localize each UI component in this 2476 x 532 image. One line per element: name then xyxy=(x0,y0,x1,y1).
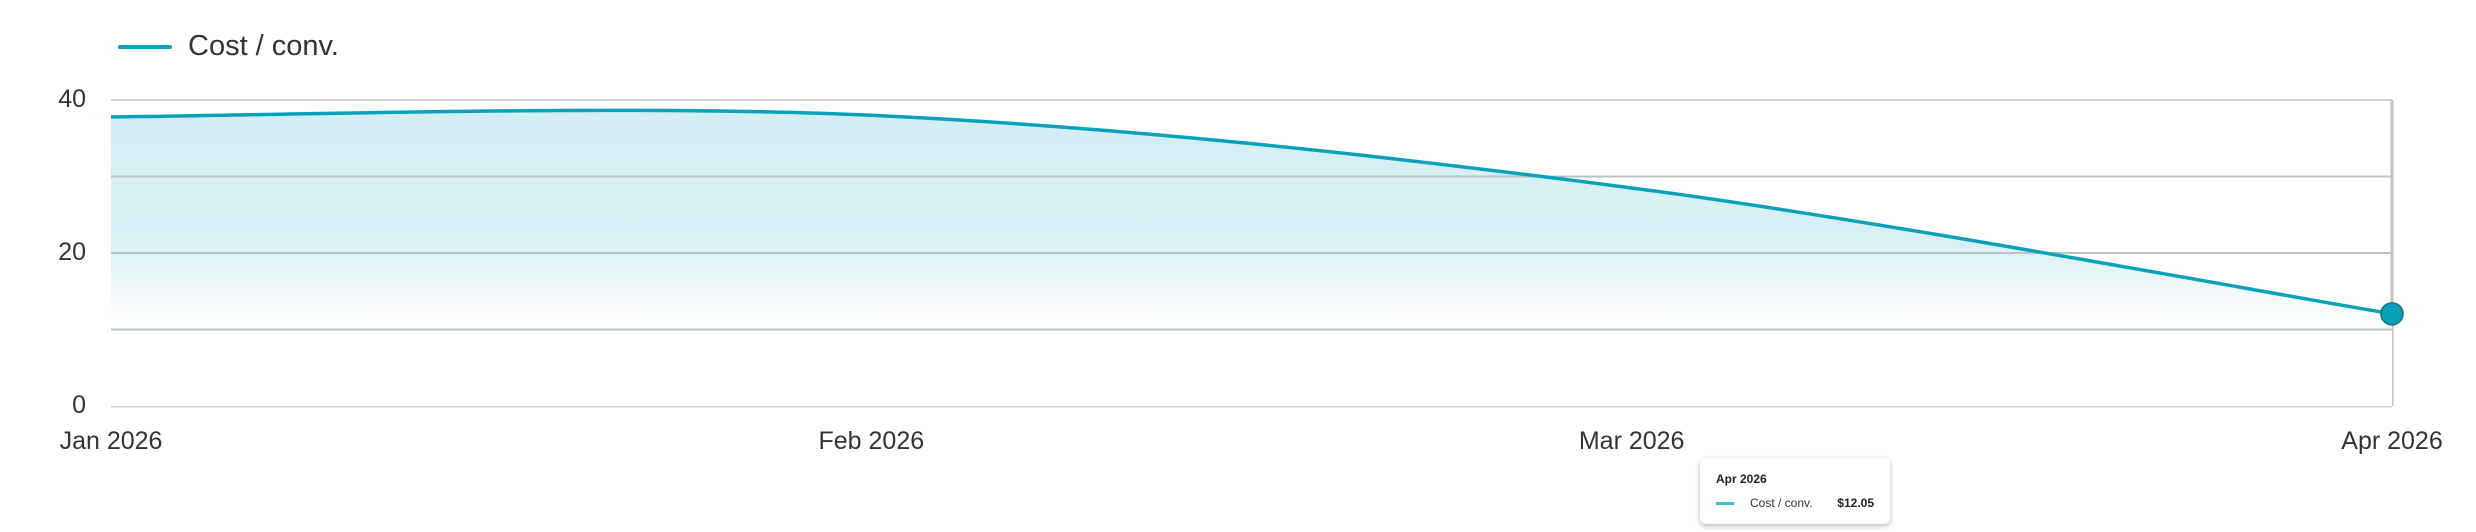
series-line xyxy=(110,108,2393,316)
y-tick-label: 20 xyxy=(58,238,86,266)
x-tick-label: Jan 2026 xyxy=(60,427,163,455)
x-tick-label: Feb 2026 xyxy=(819,427,925,455)
tooltip-title: Apr 2026 xyxy=(1716,472,1767,486)
tooltip: Apr 2026 Cost / conv. $12.05 xyxy=(1700,458,1890,524)
legend-swatch xyxy=(118,44,172,49)
x-tick-label: Mar 2026 xyxy=(1579,427,1685,455)
y-tick-label: 0 xyxy=(72,391,86,419)
legend: Cost / conv. xyxy=(118,30,339,63)
tooltip-swatch xyxy=(1716,501,1734,505)
data-point-marker xyxy=(2380,302,2404,326)
y-tick-label: 40 xyxy=(58,85,86,113)
x-tick-label: Apr 2026 xyxy=(2341,427,2442,455)
tooltip-row: Cost / conv. $12.05 xyxy=(1716,496,1874,510)
tooltip-value: $12.05 xyxy=(1837,496,1874,510)
legend-label: Cost / conv. xyxy=(188,30,339,62)
tooltip-series-name: Cost / conv. xyxy=(1750,496,1813,510)
series-area xyxy=(111,110,2392,406)
